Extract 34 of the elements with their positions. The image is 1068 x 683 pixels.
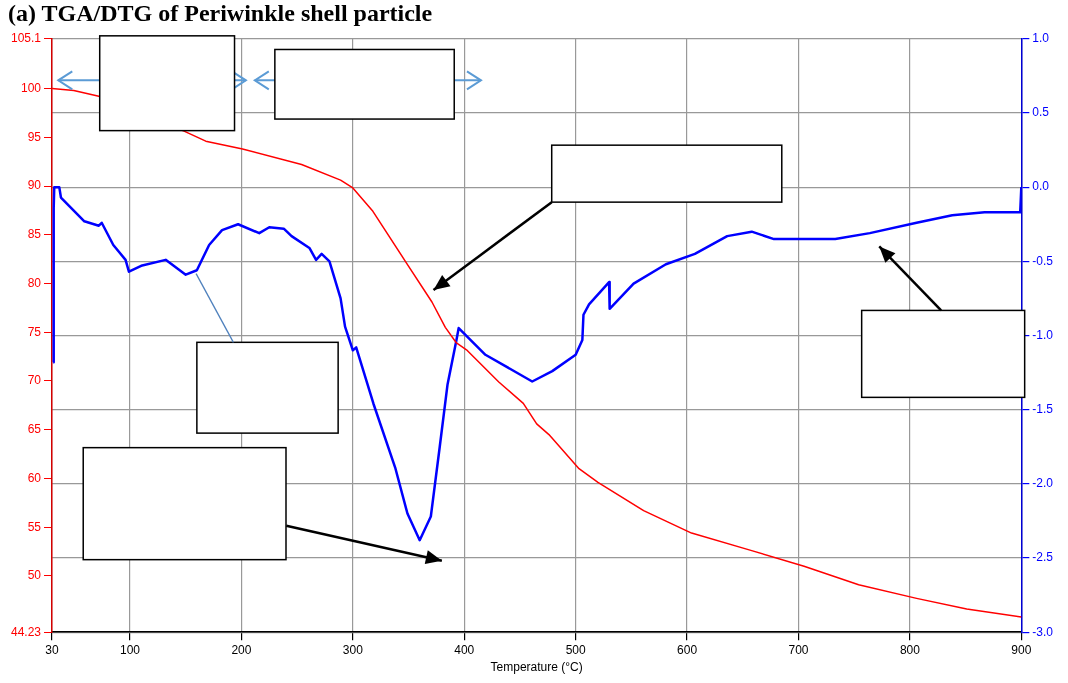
y2-tick-label: -1.0 [1032, 327, 1054, 342]
y-tick-label: 100 [21, 80, 42, 95]
x-tick-label: 700 [788, 642, 809, 657]
y-tick-label: 95 [27, 129, 42, 144]
y2-tick-label: 0.5 [1032, 105, 1050, 120]
x-tick-label: 900 [1011, 642, 1032, 657]
y-tick-label: 55 [27, 519, 42, 534]
y-tick-label: 50 [27, 568, 42, 583]
x-tick-label: 600 [677, 642, 698, 657]
y-tick-label: 65 [27, 422, 42, 437]
y-tick-label: 105.1 [11, 31, 42, 46]
x-tick-label: 500 [565, 642, 586, 657]
x-tick-label: 100 [120, 642, 141, 657]
y-tick-label: 75 [27, 324, 42, 339]
y2-tick-label: 1.0 [1032, 31, 1050, 46]
y2-tick-label: -2.0 [1032, 476, 1054, 491]
y2-tick-label: -3.0 [1032, 624, 1054, 639]
y-tick-label: 90 [27, 178, 42, 193]
x-tick-label: 800 [899, 642, 921, 657]
x-tick-label: 300 [342, 642, 364, 657]
y2-tick-label: -1.5 [1032, 401, 1054, 416]
x-tick-label: 30 [45, 642, 60, 657]
y2-tick-label: -2.5 [1032, 550, 1054, 565]
x-tick-label: 200 [231, 642, 252, 657]
chart-title: (a) TGA/DTG of Periwinkle shell particle [8, 0, 433, 26]
x-tick-label: 400 [454, 642, 475, 657]
y-tick-label: 70 [27, 373, 42, 388]
y-tick-label: 85 [27, 227, 42, 242]
y2-tick-label: -0.5 [1032, 253, 1054, 268]
y-tick-label: 44.23 [11, 624, 42, 639]
y-tick-label: 60 [27, 470, 42, 485]
y-tick-label: 80 [27, 275, 42, 290]
y2-tick-label: 0.0 [1032, 179, 1050, 194]
x-axis-title: Temperature (°C) [490, 660, 583, 675]
